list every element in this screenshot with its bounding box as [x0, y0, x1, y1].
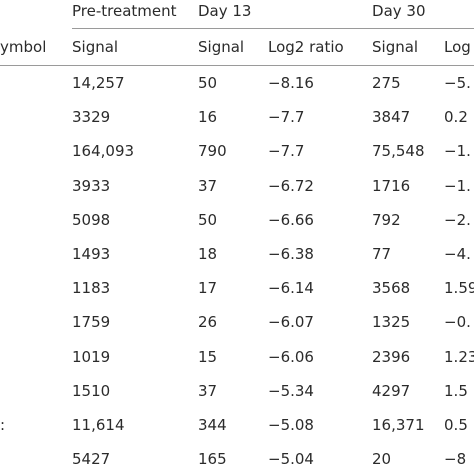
cell-day13-signal: 17: [198, 279, 218, 298]
cell-pre-signal: 5427: [72, 450, 111, 469]
cell-day13-signal: 50: [198, 210, 218, 229]
group-header-day30: Day 30: [372, 0, 474, 29]
table-row: 3933 37 −6.72 1716 −1.: [0, 169, 474, 203]
column-header-day13-signal: Signal: [198, 28, 268, 66]
column-header-symbol: ymbol: [0, 28, 72, 66]
table-row: 1759 26 −6.07 1325 −0.: [0, 305, 474, 339]
cell-day30-signal: 275: [372, 74, 401, 93]
cell-pre-signal: 14,257: [72, 74, 125, 93]
cell-day13-signal: 790: [198, 142, 227, 161]
cell-symbol: [0, 100, 72, 134]
cell-day30-signal: 792: [372, 210, 401, 229]
table-row: 1493 18 −6.38 77 −4.: [0, 237, 474, 271]
cell-day13-ratio: −6.07: [268, 313, 314, 332]
table-row: 164,093 790 −7.7 75,548 −1.: [0, 134, 474, 168]
column-header-day30-ratio: Log: [444, 28, 474, 66]
cell-day30-ratio: −4.: [444, 245, 471, 264]
cell-symbol: [0, 237, 72, 271]
cell-day30-signal: 20: [372, 450, 392, 469]
cell-symbol: [0, 340, 72, 374]
cell-day30-signal: 3847: [372, 108, 411, 127]
cell-pre-signal: 1183: [72, 279, 111, 298]
column-header-day30-signal: Signal: [372, 28, 445, 66]
table-row: 5098 50 −6.66 792 −2.: [0, 203, 474, 237]
cell-day30-ratio: 1.59: [444, 279, 474, 298]
cell-day30-signal: 1716: [372, 176, 411, 195]
cell-day30-signal: 77: [372, 245, 392, 264]
cell-day13-ratio: −6.06: [268, 347, 314, 366]
cell-day13-signal: 165: [198, 450, 227, 469]
cell-day13-ratio: −7.7: [268, 142, 305, 161]
table-row: 5427 165 −5.04 20 −8: [0, 442, 474, 474]
cell-day13-signal: 18: [198, 245, 218, 264]
cell-day30-ratio: −5.: [444, 74, 471, 93]
cell-pre-signal: 1019: [72, 347, 111, 366]
cell-symbol: [0, 271, 72, 305]
cell-symbol: :: [0, 415, 6, 434]
cell-symbol: [0, 305, 72, 339]
cell-day30-signal: 4297: [372, 381, 411, 400]
group-header-day13: Day 13: [198, 0, 373, 29]
cell-day13-ratio: −5.34: [268, 381, 314, 400]
cell-pre-signal: 3933: [72, 176, 111, 195]
cell-day30-signal: 1325: [372, 313, 411, 332]
table-row: 1019 15 −6.06 2396 1.23: [0, 340, 474, 374]
cell-symbol: [0, 374, 72, 408]
table-row: 3329 16 −7.7 3847 0.2: [0, 100, 474, 134]
cell-day30-signal: 75,548: [372, 142, 425, 161]
cell-pre-signal: 5098: [72, 210, 111, 229]
cell-day30-ratio: −8: [444, 450, 467, 469]
cell-symbol: [0, 66, 72, 101]
cell-day13-ratio: −6.14: [268, 279, 314, 298]
cell-pre-signal: 3329: [72, 108, 111, 127]
cell-day30-ratio: 1.23: [444, 347, 474, 366]
cell-pre-signal: 1759: [72, 313, 111, 332]
column-header-day13-ratio: Log2 ratio: [268, 28, 373, 66]
cell-pre-signal: 164,093: [72, 142, 135, 161]
cell-symbol: [0, 442, 72, 474]
cell-day30-ratio: −0.: [444, 313, 471, 332]
table-row: 1183 17 −6.14 3568 1.59: [0, 271, 474, 305]
group-header-row: Pre-treatment Day 13 Day 30: [0, 0, 474, 29]
cell-day13-signal: 344: [198, 415, 227, 434]
cell-day30-ratio: 1.5: [444, 381, 468, 400]
cell-day13-ratio: −6.72: [268, 176, 314, 195]
cell-day13-ratio: −6.38: [268, 245, 314, 264]
group-header-pretreatment: Pre-treatment: [72, 0, 198, 29]
cell-day13-ratio: −6.66: [268, 210, 314, 229]
cell-day30-signal: 2396: [372, 347, 411, 366]
cell-day13-signal: 26: [198, 313, 218, 332]
cell-day30-signal: 3568: [372, 279, 411, 298]
cell-day13-signal: 37: [198, 381, 218, 400]
cell-day30-ratio: −2.: [444, 210, 471, 229]
cell-day13-ratio: −5.08: [268, 415, 314, 434]
cell-day13-signal: 15: [198, 347, 218, 366]
cell-day30-ratio: −1.: [444, 142, 471, 161]
cell-day13-signal: 37: [198, 176, 218, 195]
cell-pre-signal: 1493: [72, 245, 111, 264]
cell-pre-signal: 1510: [72, 381, 111, 400]
table-row: : 11,614 344 −5.08 16,371 0.5: [0, 408, 474, 442]
cell-day13-ratio: −7.7: [268, 108, 305, 127]
cell-day30-ratio: −1.: [444, 176, 471, 195]
cell-day13-ratio: −5.04: [268, 450, 314, 469]
column-header-pre-signal: Signal: [72, 28, 198, 66]
cell-day13-ratio: −8.16: [268, 74, 314, 93]
cell-day13-signal: 16: [198, 108, 218, 127]
table-row: 1510 37 −5.34 4297 1.5: [0, 374, 474, 408]
column-header-row: ymbol Signal Signal Log2 ratio Signal Lo…: [0, 28, 474, 66]
table-row: 14,257 50 −8.16 275 −5.: [0, 66, 474, 101]
cell-day30-ratio: 0.5: [444, 415, 468, 434]
cell-pre-signal: 11,614: [72, 415, 125, 434]
cell-day30-signal: 16,371: [372, 415, 425, 434]
cell-day13-signal: 50: [198, 74, 218, 93]
group-header-empty: [0, 0, 72, 29]
cell-symbol: [0, 169, 72, 203]
cell-symbol: [0, 203, 72, 237]
cell-symbol: [0, 134, 72, 168]
cell-day30-ratio: 0.2: [444, 108, 468, 127]
